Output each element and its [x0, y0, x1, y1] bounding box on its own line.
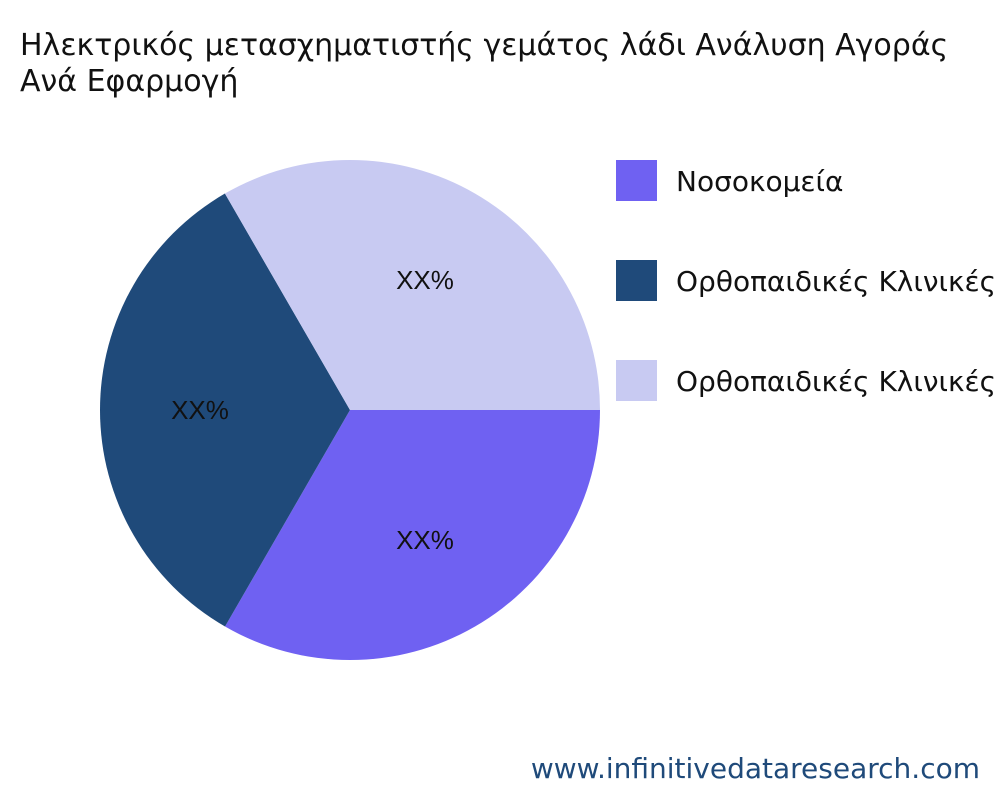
watermark-link[interactable]: www.infinitivedataresearch.com: [530, 752, 980, 785]
pie-slice: [225, 410, 600, 661]
slice-data-label: XX%: [171, 395, 229, 425]
pie-slice: [224, 159, 601, 410]
pie-slice: [99, 193, 350, 627]
chart-title: Ηλεκτρικός μετασχηματιστής γεμάτος λάδι …: [20, 28, 949, 99]
slice-data-label: XX%: [396, 265, 454, 295]
legend-label: Ορθοπαιδικές Κλινικές: [676, 365, 996, 398]
legend-label: Ορθοπαιδικές Κλινικές: [676, 265, 996, 298]
slice-data-label: XX%: [396, 525, 454, 555]
legend-swatch: [616, 160, 657, 201]
legend-swatch: [616, 260, 657, 301]
legend-label: Νοσοκομεία: [676, 165, 843, 198]
legend-swatch: [616, 360, 657, 401]
